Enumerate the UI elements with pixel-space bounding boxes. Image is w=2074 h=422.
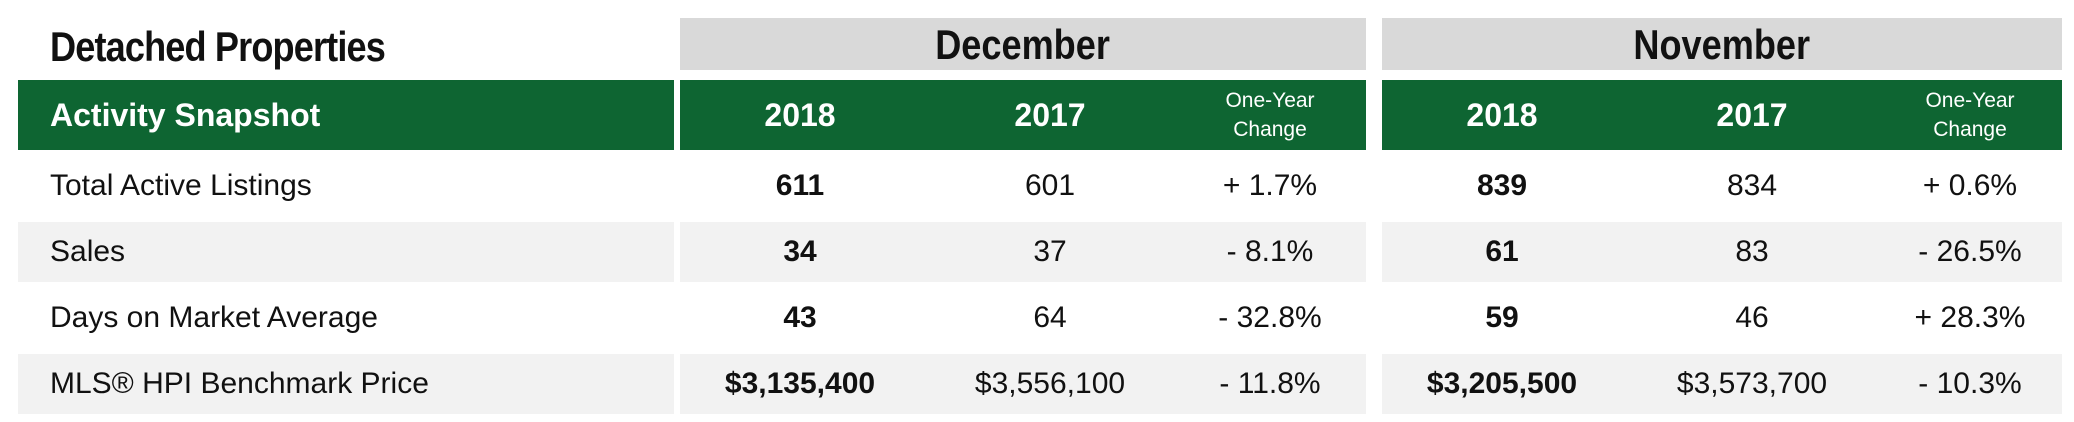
row-label: MLS® HPI Benchmark Price (50, 367, 429, 400)
table-cell: $3,556,100 (974, 367, 1126, 400)
snapshot-label: Activity Snapshot (50, 97, 321, 133)
table-cell: - 26.5% (1918, 235, 2022, 268)
table-cell: + 1.7% (1222, 169, 1318, 202)
table-cell: 34 (783, 235, 817, 268)
table-cell: 834 (1726, 169, 1778, 202)
snapshot-header: Activity Snapshot (18, 80, 674, 150)
nov-year-2018-header: 2018 (1466, 97, 1538, 133)
november-column-header (1382, 80, 2062, 150)
table-cell: - 11.8% (1219, 367, 1321, 400)
table-row-stripe (680, 354, 1366, 414)
table-cell: $3,135,400 (724, 367, 876, 400)
month-header-november: November (1382, 18, 2062, 70)
table-cell: + 28.3% (1914, 301, 2026, 334)
table-cell: 601 (1024, 169, 1076, 202)
table-row-stripe (1382, 222, 2062, 282)
table-cell: - 32.8% (1218, 301, 1322, 334)
table-cell: $3,205,500 (1426, 367, 1578, 400)
table-cell: 611 (775, 169, 825, 202)
dec-year-2018-header: 2018 (764, 97, 836, 133)
table-title: Detached Properties (50, 23, 386, 70)
december-column-header (680, 80, 1366, 150)
row-label: Sales (50, 235, 126, 268)
table-cell: 839 (1476, 169, 1528, 202)
table-cell: 43 (783, 301, 817, 334)
row-label: Days on Market Average (50, 301, 378, 334)
table-cell: 83 (1735, 235, 1769, 268)
row-label: Total Active Listings (50, 169, 312, 202)
table-cell: 59 (1485, 301, 1519, 334)
month-header-december: December (680, 18, 1366, 70)
dec-change-header: One-Year Change (1225, 89, 1315, 141)
table-cell: 37 (1033, 235, 1067, 268)
nov-year-2017-header: 2017 (1716, 97, 1788, 133)
table-cell: 61 (1485, 235, 1519, 268)
table-cell: + 0.6% (1922, 169, 2018, 202)
table-row-stripe (680, 222, 1366, 282)
table-row (18, 354, 674, 414)
nov-change-header: One-Year Change (1925, 89, 2015, 141)
table-cell: - 8.1% (1226, 235, 1314, 268)
dec-year-2017-header: 2017 (1014, 97, 1086, 133)
table-cell: 46 (1735, 301, 1769, 334)
table-cell: 64 (1033, 301, 1067, 334)
table-cell: - 10.3% (1918, 367, 2022, 400)
table-cell: $3,573,700 (1676, 367, 1828, 400)
table-row-stripe (1382, 354, 2062, 414)
table-row (18, 222, 674, 282)
